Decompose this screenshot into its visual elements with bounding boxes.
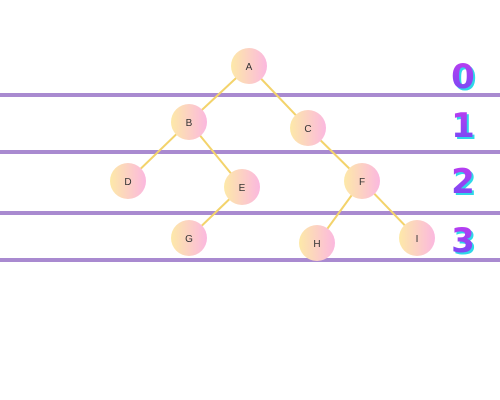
level-label-text: 3 bbox=[451, 221, 475, 261]
node-g: G bbox=[171, 220, 207, 256]
level-label-1: 1 1 bbox=[451, 106, 477, 148]
node-label: E bbox=[239, 183, 246, 194]
level-label-0: 0 0 bbox=[451, 57, 477, 99]
tree-nodes: A B C D E F G H I bbox=[110, 48, 435, 261]
node-d: D bbox=[110, 163, 146, 199]
node-circle bbox=[171, 220, 207, 256]
node-label: H bbox=[313, 239, 320, 250]
node-circle bbox=[290, 110, 326, 146]
node-circle bbox=[344, 163, 380, 199]
level-label-shadow: 1 bbox=[453, 108, 477, 148]
node-circle bbox=[171, 104, 207, 140]
band-line bbox=[0, 258, 500, 262]
level-label-2: 2 2 bbox=[451, 162, 477, 204]
node-label: B bbox=[186, 118, 193, 129]
node-i: I bbox=[399, 220, 435, 256]
node-circle bbox=[224, 169, 260, 205]
node-label: C bbox=[304, 124, 311, 135]
node-a: A bbox=[231, 48, 267, 84]
node-circle bbox=[299, 225, 335, 261]
node-h: H bbox=[299, 225, 335, 261]
node-label: I bbox=[416, 234, 419, 245]
node-label: G bbox=[185, 234, 193, 245]
band-line bbox=[0, 211, 500, 215]
node-circle bbox=[399, 220, 435, 256]
node-f: F bbox=[344, 163, 380, 199]
level-label-shadow: 2 bbox=[453, 164, 477, 204]
level-labels: 0 0 1 1 2 2 3 3 bbox=[451, 57, 477, 263]
node-c: C bbox=[290, 110, 326, 146]
band-line bbox=[0, 150, 500, 154]
level-label-shadow: 0 bbox=[453, 59, 477, 99]
tree-edges bbox=[127, 65, 418, 244]
level-label-3: 3 3 bbox=[451, 221, 477, 263]
node-b: B bbox=[171, 104, 207, 140]
band-line bbox=[0, 93, 500, 97]
node-e: E bbox=[224, 169, 260, 205]
band-lines bbox=[0, 93, 500, 262]
level-label-text: 1 bbox=[451, 106, 475, 146]
node-circle bbox=[110, 163, 146, 199]
level-label-text: 2 bbox=[451, 162, 475, 202]
level-label-text: 0 bbox=[451, 57, 475, 97]
node-label: D bbox=[124, 177, 131, 188]
node-label: A bbox=[246, 62, 253, 73]
node-label: F bbox=[359, 177, 365, 188]
level-label-shadow: 3 bbox=[453, 223, 477, 263]
node-circle bbox=[231, 48, 267, 84]
